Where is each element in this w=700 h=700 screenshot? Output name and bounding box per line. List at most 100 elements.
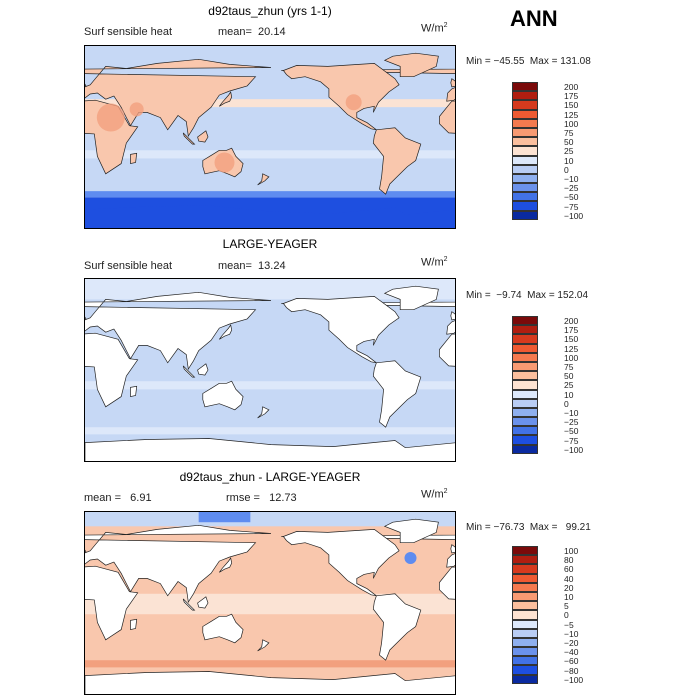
uk-land bbox=[450, 78, 455, 88]
samerica-land bbox=[372, 593, 422, 661]
colorbar-swatch bbox=[512, 564, 538, 574]
samerica-land bbox=[372, 127, 422, 195]
madagascar-land bbox=[130, 385, 138, 398]
panel-3-minmax: Min = −76.73 Max = 99.21 bbox=[466, 522, 591, 533]
colorbar-swatch bbox=[512, 82, 538, 92]
colorbar-swatch bbox=[512, 665, 538, 675]
colorbar-swatch bbox=[512, 155, 538, 165]
namerica-land bbox=[282, 296, 400, 364]
colorbar-swatch bbox=[512, 407, 538, 418]
colorbar-swatch bbox=[512, 352, 538, 362]
uk-land bbox=[85, 549, 87, 553]
colorbar-swatch bbox=[512, 591, 538, 602]
eurasia-land bbox=[281, 534, 455, 568]
eurasia-land bbox=[85, 58, 272, 137]
colorbar-swatch bbox=[512, 555, 538, 565]
panel-2-variable-label: Surf sensible heat bbox=[84, 260, 173, 272]
panel-3-rmse-label: rmse = 12.73 bbox=[226, 492, 297, 504]
colorbar-swatch bbox=[512, 192, 538, 202]
panel-2-map bbox=[84, 278, 456, 462]
colorbar-swatch bbox=[512, 637, 538, 648]
panel-1-minmax: Min = −45.55 Max = 131.08 bbox=[466, 56, 591, 67]
panel-1-title: d92taus_zhun (yrs 1-1) bbox=[208, 4, 332, 18]
land-group bbox=[85, 285, 455, 461]
colorbar-swatch bbox=[512, 325, 538, 335]
nz-land bbox=[257, 639, 270, 652]
panel-2-mean-label: mean= 13.24 bbox=[218, 260, 286, 272]
antarctica-land bbox=[85, 671, 455, 694]
africa-land bbox=[439, 100, 455, 134]
colorbar-swatch bbox=[512, 647, 538, 657]
uk-land bbox=[450, 311, 455, 321]
colorbar-swatch bbox=[512, 334, 538, 344]
panel-1-colorbar bbox=[512, 82, 538, 220]
borneo-land bbox=[197, 130, 209, 143]
panel-3-colorbar bbox=[512, 546, 538, 684]
colorbar-swatch bbox=[512, 380, 538, 390]
australia-land bbox=[202, 380, 244, 411]
sumatra-land bbox=[182, 598, 196, 611]
colorbar-swatch bbox=[512, 361, 538, 372]
africa-land bbox=[439, 333, 455, 367]
ocean-band bbox=[85, 660, 455, 668]
colorbar-swatch bbox=[512, 183, 538, 193]
colorbar-swatch bbox=[512, 619, 538, 629]
africa-land bbox=[85, 565, 139, 641]
colorbar-swatch bbox=[512, 210, 538, 220]
colorbar-swatch bbox=[512, 582, 538, 592]
panel-1-map bbox=[84, 45, 456, 229]
colorbar-swatch bbox=[512, 444, 538, 454]
land-group bbox=[85, 52, 455, 228]
ocean-band bbox=[198, 512, 251, 523]
panel-2-units: W/m2 bbox=[421, 256, 448, 269]
colorbar-swatch bbox=[512, 389, 538, 399]
australia-land bbox=[202, 613, 244, 644]
namerica-land bbox=[282, 63, 400, 131]
uk-land bbox=[85, 83, 87, 87]
season-title: ANN bbox=[510, 6, 558, 31]
colorbar-swatch bbox=[512, 173, 538, 184]
namerica-land bbox=[282, 529, 400, 597]
colorbar-swatch bbox=[512, 343, 538, 353]
colorbar-swatch bbox=[512, 628, 538, 638]
colorbar-swatch bbox=[512, 91, 538, 101]
madagascar-land bbox=[130, 152, 138, 165]
japan-land bbox=[219, 91, 233, 107]
colorbar-swatch bbox=[512, 573, 538, 583]
colorbar-swatch bbox=[512, 316, 538, 326]
samerica-land bbox=[372, 360, 422, 428]
colorbar-swatch bbox=[512, 398, 538, 408]
eurasia-land bbox=[85, 291, 272, 370]
eurasia-land bbox=[281, 301, 455, 335]
hot-land-patch bbox=[214, 152, 235, 173]
greenland-land bbox=[383, 518, 439, 544]
borneo-land bbox=[197, 363, 209, 376]
uk-land bbox=[85, 316, 87, 320]
japan-land bbox=[219, 557, 233, 573]
colorbar-swatch bbox=[512, 201, 538, 211]
africa-land bbox=[439, 566, 455, 600]
ocean-band bbox=[85, 381, 455, 390]
panel-2-minmax: Min = −9.74 Max = 152.04 bbox=[466, 290, 589, 301]
panel-1-variable-label: Surf sensible heat bbox=[84, 26, 173, 38]
hot-land-patch bbox=[96, 103, 125, 132]
land-group bbox=[85, 518, 455, 694]
nz-land bbox=[257, 173, 270, 186]
cold-anomaly-patch bbox=[404, 552, 417, 564]
antarctica-land bbox=[85, 438, 455, 461]
eurasia-land bbox=[281, 68, 455, 102]
hot-land-patch bbox=[129, 102, 144, 117]
panel-3-title: d92taus_zhun - LARGE-YEAGER bbox=[179, 470, 361, 484]
colorbar-swatch bbox=[512, 371, 538, 381]
colorbar-swatch bbox=[512, 109, 538, 119]
panel-1-units: W/m2 bbox=[421, 22, 448, 35]
madagascar-land bbox=[130, 618, 138, 631]
antarctica-land bbox=[85, 205, 455, 228]
panel-2-title: LARGE-YEAGER bbox=[222, 237, 318, 251]
eurasia-land bbox=[85, 524, 272, 603]
panel-2-colorbar-labels: 200 175 150 125 100 75 50 25 10 0 −10 −25 −50 −75 −100 bbox=[564, 316, 584, 455]
africa-land bbox=[85, 332, 139, 408]
colorbar-swatch bbox=[512, 546, 538, 556]
ocean-band bbox=[85, 512, 455, 527]
panel-1-colorbar-labels: 200 175 150 125 100 75 50 25 10 0 −10 −25 −50 −75 −100 bbox=[564, 82, 584, 221]
